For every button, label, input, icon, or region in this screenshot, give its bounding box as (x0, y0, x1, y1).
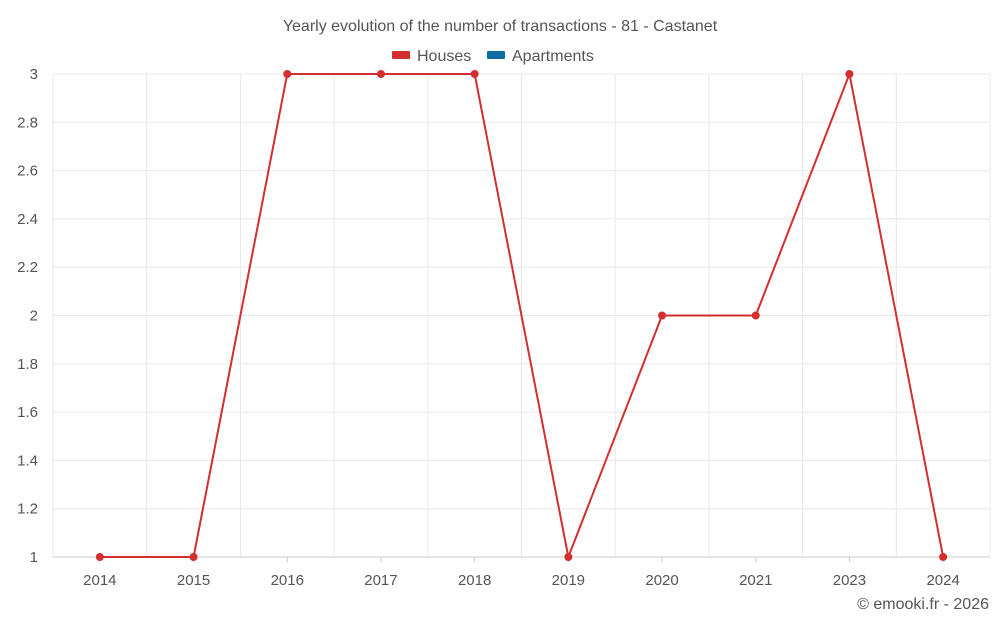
data-point[interactable] (939, 553, 948, 561)
legend-swatch-houses (392, 51, 410, 59)
y-tick-label: 1.8 (17, 356, 38, 373)
x-axis: 2014 2015 2016 2017 2018 2019 2020 2021 2023 2024 (53, 556, 990, 589)
y-tick-label: 2.6 (17, 163, 38, 180)
y-tick-label: 2.8 (17, 114, 38, 131)
y-axis: 1 1.2 1.4 1.6 1.8 2 2.2 2.4 2.6 2.8 3 (17, 66, 38, 566)
legend: Houses Apartments (392, 48, 594, 65)
data-point[interactable] (564, 553, 573, 561)
series-houses (95, 70, 948, 561)
x-tick-label: 2019 (552, 572, 585, 589)
data-point[interactable] (658, 311, 667, 320)
y-tick-label: 1.2 (17, 501, 38, 518)
y-tick-label: 2 (30, 308, 38, 325)
y-tick-label: 2.4 (17, 211, 38, 228)
x-tick-label: 2020 (645, 572, 678, 589)
data-point[interactable] (283, 70, 292, 78)
x-tick-label: 2018 (458, 572, 491, 589)
credit-text: © emooki.fr - 2026 (857, 596, 989, 613)
legend-label-apartments: Apartments (512, 48, 594, 65)
chart-title: Yearly evolution of the number of transa… (283, 18, 718, 35)
data-point[interactable] (751, 311, 760, 320)
data-point[interactable] (95, 553, 104, 561)
series-line-houses (99, 73, 945, 558)
x-tick-label: 2024 (926, 572, 959, 589)
legend-swatch-apartments (487, 51, 505, 59)
x-tick-label: 2017 (364, 572, 397, 589)
x-tick-label: 2014 (83, 572, 116, 589)
data-point[interactable] (470, 70, 479, 78)
legend-label-houses: Houses (417, 48, 471, 65)
data-point[interactable] (845, 70, 854, 78)
data-point[interactable] (189, 553, 198, 561)
y-tick-label: 1 (30, 549, 38, 566)
y-tick-label: 1.4 (17, 452, 38, 469)
x-tick-label: 2021 (739, 572, 772, 589)
x-tick-label: 2015 (177, 572, 210, 589)
y-tick-label: 3 (30, 66, 38, 83)
y-tick-label: 2.2 (17, 259, 38, 276)
y-tick-label: 1.6 (17, 404, 38, 421)
legend-item-houses[interactable]: Houses (392, 48, 471, 65)
x-tick-label: 2016 (271, 572, 304, 589)
data-point[interactable] (376, 70, 385, 78)
legend-item-apartments[interactable]: Apartments (487, 48, 594, 65)
x-tick-label: 2023 (833, 572, 866, 589)
